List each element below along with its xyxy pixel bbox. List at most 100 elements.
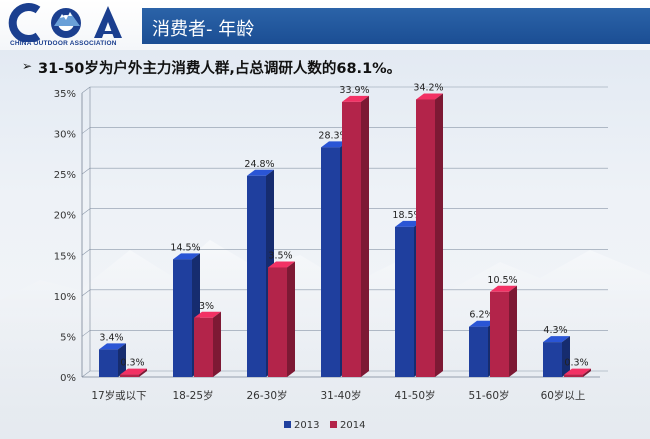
- gridline-depth: [81, 370, 91, 378]
- bar-front: [469, 326, 488, 377]
- x-tick-label: 51-60岁: [468, 389, 509, 402]
- legend-label-2014: 2014: [340, 420, 365, 431]
- bar-data-label: 0.3%: [120, 358, 144, 369]
- bar-top: [469, 320, 496, 327]
- bar-data-label: 18.5%: [392, 210, 422, 221]
- bar-top: [268, 261, 295, 268]
- bar-top: [173, 253, 200, 260]
- title-bar: 消费者- 年龄: [142, 8, 650, 44]
- bar-2014-5: 10.5%: [487, 275, 518, 377]
- bar-2013-6: 4.3%: [543, 325, 570, 377]
- gridline-depth: [81, 127, 91, 134]
- bar-data-label: 14.5%: [170, 242, 200, 253]
- bar-side: [139, 368, 147, 377]
- arrow-right-icon: ➢: [22, 59, 33, 73]
- bar-top: [342, 95, 369, 102]
- y-tick-label: 0%: [60, 373, 76, 384]
- y-tick-label: 25%: [54, 170, 76, 181]
- header: CHINA OUTDOOR ASSOCIATION 消费者- 年龄: [0, 0, 650, 50]
- bar-data-label: 0.3%: [564, 358, 588, 369]
- bar-2014-2: 3.5%: [268, 250, 295, 377]
- bar-top: [543, 336, 570, 343]
- bar-top: [395, 220, 422, 227]
- bar-data-label: 33.9%: [339, 85, 369, 96]
- bar-front: [268, 267, 287, 377]
- coa-logo-mark: [8, 3, 122, 43]
- x-tick-label: 17岁或以下: [91, 389, 146, 402]
- x-tick-label: 41-50岁: [394, 389, 435, 402]
- bar-front: [342, 101, 361, 377]
- bar-side: [287, 261, 295, 377]
- bar-data-label: 10.5%: [487, 275, 517, 286]
- bar-top: [416, 93, 443, 100]
- bar-data-label: 28.3%: [318, 130, 348, 141]
- x-tick-label: 60岁以上: [541, 389, 586, 402]
- bar-data-label: 3.5%: [268, 250, 292, 261]
- bar-data-label: 6.2%: [469, 310, 493, 321]
- bar-data-label: 24.8%: [244, 159, 274, 170]
- y-tick-label: 15%: [54, 251, 76, 262]
- x-tick-label: 18-25岁: [172, 389, 213, 402]
- bar-data-label: 3%: [199, 301, 214, 312]
- legend-label-2013: 2013: [294, 420, 319, 431]
- bar-data-label: 3.4%: [99, 332, 123, 343]
- bar-front: [543, 342, 562, 377]
- x-axis-labels: 17岁或以下 18-25岁 26-30岁 31-40岁 41-50岁 51-60岁 60岁以…: [91, 389, 585, 402]
- bar-2013-0: 3.4%: [99, 332, 126, 377]
- bar-top: [564, 368, 591, 375]
- bar-front: [416, 99, 435, 378]
- gridline-depth: [81, 208, 91, 215]
- subtitle: 31-50岁为户外主力消费人群,占总调研人数的68.1%。: [38, 61, 402, 77]
- bar-side: [562, 336, 570, 377]
- x-tick-label: 31-40岁: [320, 389, 361, 402]
- legend-swatch-2014: [330, 421, 337, 428]
- bar-top: [194, 311, 221, 318]
- bars: 3.4% 0.3% 14.5% 3% 24.8% 3.5% 28.3% 33.9% 18.5% 3…: [99, 82, 591, 378]
- bar-data-label: 34.2%: [413, 82, 443, 93]
- gridline-depth: [81, 289, 91, 297]
- y-tick-label: 20%: [54, 211, 76, 222]
- bar-2014-6: 0.3%: [564, 358, 591, 377]
- bar-front: [395, 226, 414, 377]
- coa-logo: CHINA OUTDOOR ASSOCIATION: [4, 2, 138, 50]
- logo-text: CHINA OUTDOOR ASSOCIATION: [10, 40, 117, 47]
- bar-front: [564, 374, 583, 377]
- gridline-depth: [81, 86, 91, 94]
- bar-side: [583, 368, 591, 377]
- gridline-depth: [81, 167, 91, 175]
- bar-front: [194, 317, 213, 377]
- legend-swatch-2013: [284, 421, 291, 428]
- x-tick-label: 26-30岁: [246, 389, 287, 402]
- bar-side: [509, 285, 517, 377]
- bar-side: [213, 311, 221, 377]
- gridline-depth: [81, 249, 91, 256]
- legend: 2013 2014: [284, 420, 365, 431]
- bar-side: [361, 95, 369, 377]
- bar-front: [247, 175, 266, 377]
- bar-front: [321, 147, 340, 377]
- bar-2014-4: 34.2%: [413, 82, 444, 378]
- gridline-depth: [81, 330, 91, 337]
- bar-top: [120, 368, 147, 375]
- y-tick-label: 30%: [54, 130, 76, 141]
- y-tick-label: 5%: [60, 332, 76, 343]
- y-tick-label: 10%: [54, 292, 76, 303]
- bar-2014-1: 3%: [194, 301, 221, 377]
- bar-top: [490, 285, 517, 292]
- bar-front: [120, 374, 139, 377]
- bar-2014-3: 33.9%: [339, 85, 370, 377]
- bar-front: [173, 259, 192, 377]
- bar-2014-0: 0.3%: [120, 358, 147, 377]
- y-axis-labels: 0% 5% 10% 15% 20% 25% 30% 35%: [54, 89, 76, 384]
- bar-side: [435, 93, 443, 378]
- bar-side: [118, 343, 126, 377]
- bar-top: [321, 141, 348, 148]
- bar-top: [247, 169, 274, 176]
- bar-front: [99, 349, 118, 377]
- bar-top: [99, 343, 126, 350]
- page-title: 消费者- 年龄: [152, 19, 255, 40]
- y-tick-label: 35%: [54, 89, 76, 100]
- bar-data-label: 4.3%: [543, 325, 567, 336]
- bar-front: [490, 291, 509, 377]
